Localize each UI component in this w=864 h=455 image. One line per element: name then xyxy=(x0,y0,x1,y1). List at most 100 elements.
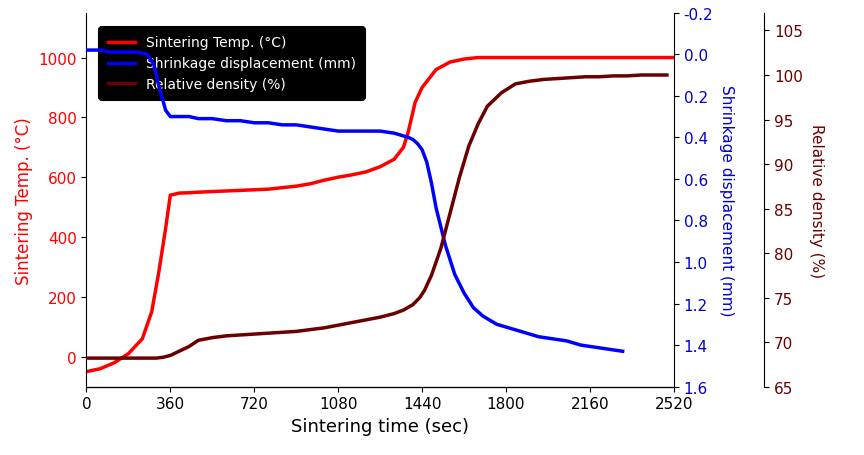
Sintering Temp. (°C) xyxy=(501,56,511,61)
Sintering Temp. (°C) xyxy=(347,173,358,178)
Relative density (%) xyxy=(361,318,372,323)
Relative density (%) xyxy=(594,75,605,81)
Shrinkage displacement (mm) xyxy=(441,243,451,248)
Line: Shrinkage displacement (mm): Shrinkage displacement (mm) xyxy=(86,51,623,352)
Relative density (%) xyxy=(566,76,576,81)
Relative density (%) xyxy=(608,74,619,80)
Sintering Temp. (°C) xyxy=(556,56,567,61)
Sintering Temp. (°C) xyxy=(194,190,204,196)
Relative density (%) xyxy=(194,338,204,343)
Sintering Temp. (°C) xyxy=(641,56,651,61)
X-axis label: Sintering time (sec): Sintering time (sec) xyxy=(291,417,469,435)
Sintering Temp. (°C) xyxy=(459,57,469,63)
Relative density (%) xyxy=(81,356,92,361)
Relative density (%) xyxy=(496,91,506,96)
Y-axis label: Sintering Temp. (°C): Sintering Temp. (°C) xyxy=(15,116,33,284)
Sintering Temp. (°C) xyxy=(249,187,259,193)
Relative density (%) xyxy=(524,79,535,85)
Sintering Temp. (°C) xyxy=(669,56,679,61)
Sintering Temp. (°C) xyxy=(398,145,409,151)
Relative density (%) xyxy=(165,353,175,359)
Relative density (%) xyxy=(389,311,399,317)
Relative density (%) xyxy=(151,356,162,361)
Sintering Temp. (°C) xyxy=(175,191,185,197)
Relative density (%) xyxy=(263,331,273,336)
Sintering Temp. (°C) xyxy=(161,226,171,231)
Sintering Temp. (°C) xyxy=(305,182,315,187)
Sintering Temp. (°C) xyxy=(417,86,428,91)
Relative density (%) xyxy=(482,104,492,110)
Relative density (%) xyxy=(419,288,429,293)
Relative density (%) xyxy=(538,77,549,83)
Sintering Temp. (°C) xyxy=(333,175,343,181)
Sintering Temp. (°C) xyxy=(571,56,581,61)
Relative density (%) xyxy=(636,73,646,79)
Relative density (%) xyxy=(277,330,288,335)
Sintering Temp. (°C) xyxy=(655,56,665,61)
Shrinkage displacement (mm) xyxy=(603,347,613,352)
Relative density (%) xyxy=(249,332,259,337)
Relative density (%) xyxy=(124,356,134,361)
Sintering Temp. (°C) xyxy=(184,191,194,196)
Shrinkage displacement (mm) xyxy=(165,115,175,120)
Shrinkage displacement (mm) xyxy=(207,116,218,122)
Sintering Temp. (°C) xyxy=(147,309,157,315)
Relative density (%) xyxy=(235,333,245,338)
Sintering Temp. (°C) xyxy=(431,68,442,73)
Sintering Temp. (°C) xyxy=(599,56,609,61)
Relative density (%) xyxy=(415,295,425,301)
Sintering Temp. (°C) xyxy=(529,56,539,61)
Sintering Temp. (°C) xyxy=(207,189,218,195)
Sintering Temp. (°C) xyxy=(81,369,92,374)
Relative density (%) xyxy=(291,329,302,334)
Relative density (%) xyxy=(426,273,436,278)
Legend: Sintering Temp. (°C), Shrinkage displacement (mm), Relative density (%): Sintering Temp. (°C), Shrinkage displace… xyxy=(99,28,365,101)
Sintering Temp. (°C) xyxy=(154,271,164,276)
Relative density (%) xyxy=(408,302,418,308)
Sintering Temp. (°C) xyxy=(473,56,483,61)
Sintering Temp. (°C) xyxy=(515,56,525,61)
Shrinkage displacement (mm) xyxy=(81,48,92,54)
Sintering Temp. (°C) xyxy=(165,193,175,198)
Sintering Temp. (°C) xyxy=(235,188,245,194)
Relative density (%) xyxy=(662,73,672,79)
Relative density (%) xyxy=(464,144,474,150)
Relative density (%) xyxy=(375,315,385,320)
Sintering Temp. (°C) xyxy=(424,76,435,82)
Sintering Temp. (°C) xyxy=(137,336,148,342)
Relative density (%) xyxy=(454,175,465,181)
Relative density (%) xyxy=(319,325,329,331)
Relative density (%) xyxy=(347,320,358,325)
Sintering Temp. (°C) xyxy=(319,178,329,183)
Relative density (%) xyxy=(650,73,660,79)
Sintering Temp. (°C) xyxy=(410,101,420,106)
Relative density (%) xyxy=(552,76,562,82)
Sintering Temp. (°C) xyxy=(375,165,385,170)
Relative density (%) xyxy=(109,356,119,361)
Relative density (%) xyxy=(158,355,168,360)
Sintering Temp. (°C) xyxy=(487,56,498,61)
Sintering Temp. (°C) xyxy=(626,56,637,61)
Shrinkage displacement (mm) xyxy=(618,349,628,354)
Relative density (%) xyxy=(333,323,343,328)
Sintering Temp. (°C) xyxy=(95,366,105,372)
Sintering Temp. (°C) xyxy=(124,351,134,357)
Relative density (%) xyxy=(398,308,409,313)
Relative density (%) xyxy=(435,246,446,252)
Sintering Temp. (°C) xyxy=(291,184,302,189)
Line: Sintering Temp. (°C): Sintering Temp. (°C) xyxy=(86,58,674,372)
Y-axis label: Relative density (%): Relative density (%) xyxy=(809,123,823,277)
Relative density (%) xyxy=(184,344,194,349)
Sintering Temp. (°C) xyxy=(221,189,232,194)
Relative density (%) xyxy=(207,335,218,341)
Sintering Temp. (°C) xyxy=(403,130,413,136)
Sintering Temp. (°C) xyxy=(389,157,399,162)
Shrinkage displacement (mm) xyxy=(221,119,232,124)
Relative density (%) xyxy=(511,82,521,87)
Sintering Temp. (°C) xyxy=(263,187,273,192)
Shrinkage displacement (mm) xyxy=(422,160,432,166)
Relative density (%) xyxy=(95,356,105,361)
Sintering Temp. (°C) xyxy=(543,56,553,61)
Sintering Temp. (°C) xyxy=(109,360,119,366)
Relative density (%) xyxy=(137,356,148,361)
